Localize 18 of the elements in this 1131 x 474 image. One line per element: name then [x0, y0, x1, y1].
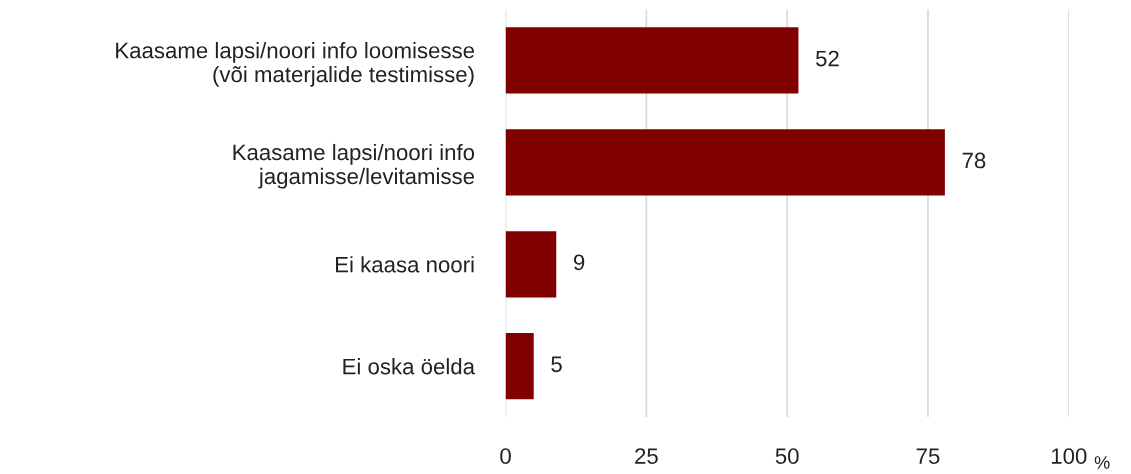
y-tick-label: Kaasame lapsi/noori info loomisesse (või materjalide testimisse) — [116, 42, 475, 87]
y-tick-label: Ei oska öelda — [343, 358, 476, 375]
data-label: 5 — [551, 356, 562, 373]
y-tick-label: Kaasame lapsi/noori info jagamisse/levitamisse — [233, 143, 475, 189]
data-label: 52 — [816, 50, 839, 67]
data-label: 9 — [573, 254, 585, 271]
bar — [505, 231, 557, 298]
y-tick-label: Ei kaasa noori — [336, 256, 474, 273]
x-tick-label: 75 — [916, 448, 940, 464]
data-label: 78 — [962, 152, 986, 169]
bar — [505, 333, 534, 400]
x-tick-label: 50 — [775, 448, 799, 464]
x-tick-label: 100 — [1051, 448, 1087, 464]
bar — [505, 27, 799, 94]
bar — [505, 129, 945, 196]
x-axis-title: % — [1094, 456, 1110, 469]
x-tick-label: 25 — [635, 448, 658, 464]
x-tick-label: 0 — [500, 448, 511, 464]
